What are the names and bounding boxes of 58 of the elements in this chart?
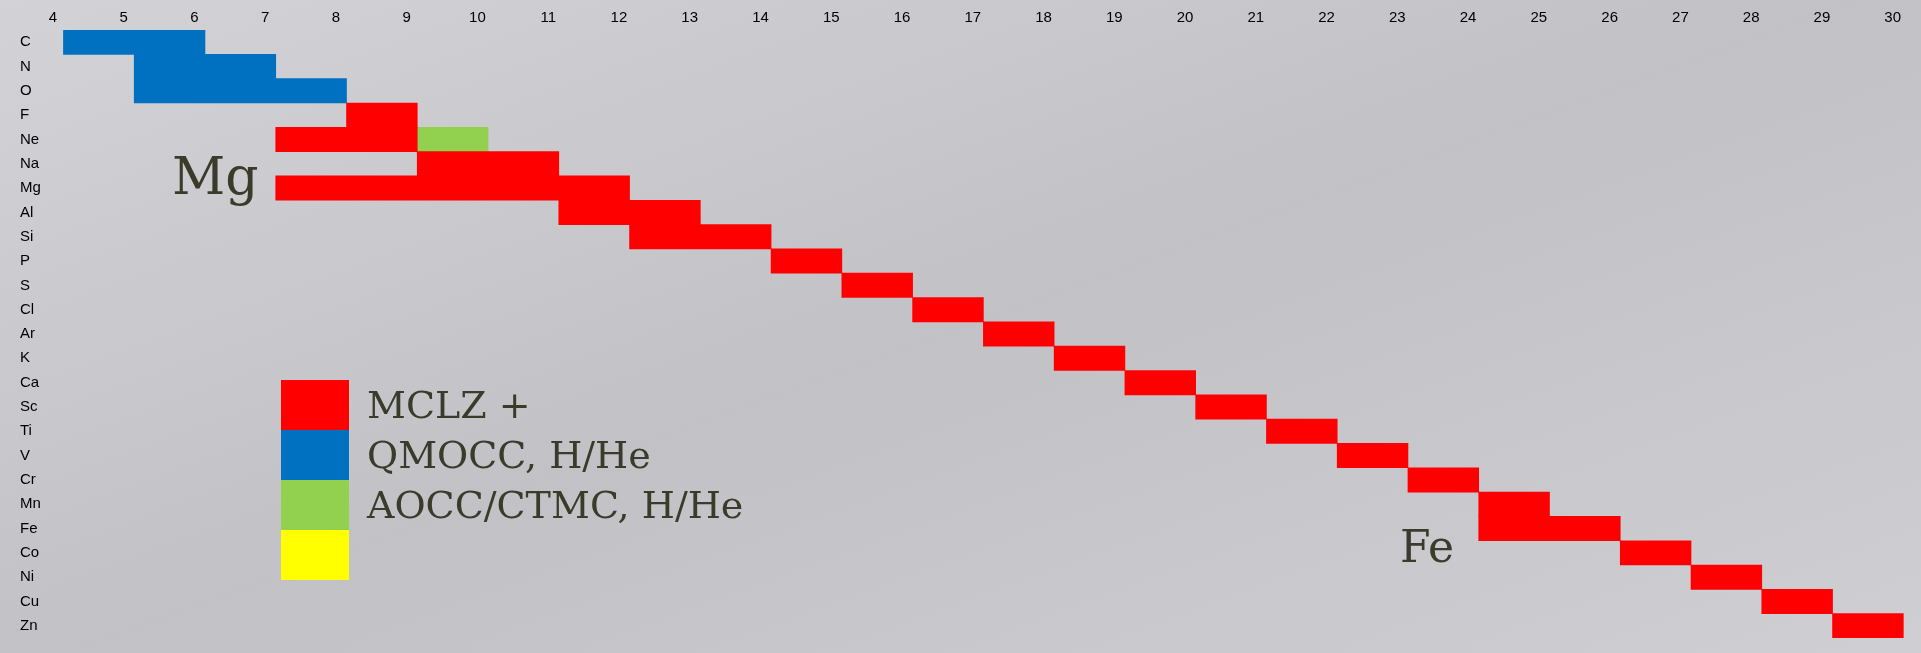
- y-tick-label: Al: [20, 202, 34, 220]
- x-tick-label: 17: [964, 8, 982, 26]
- y-tick-label: Mg: [20, 178, 41, 196]
- x-tick-label: 26: [1601, 8, 1618, 26]
- y-tick-label: Cr: [20, 470, 36, 488]
- x-tick-label: 8: [331, 8, 341, 26]
- y-tick-label: V: [20, 445, 31, 463]
- x-tick-label: 28: [1742, 8, 1760, 26]
- y-tick-label: O: [20, 80, 32, 98]
- y-tick-label: Ar: [20, 324, 35, 342]
- x-tick-label: 16: [893, 8, 911, 26]
- x-tick-label: 9: [402, 8, 411, 26]
- y-tick-label: Ne: [20, 129, 40, 147]
- x-tick-label: 12: [610, 8, 628, 26]
- y-tick-label: Cu: [20, 591, 40, 609]
- legend-label: MCLZ +: [367, 383, 531, 427]
- x-tick-label: 14: [752, 8, 769, 26]
- x-tick-label: 29: [1813, 8, 1831, 26]
- y-tick-label: N: [20, 56, 31, 74]
- bar: [416, 126, 489, 152]
- x-tick-label: 5: [119, 8, 128, 26]
- y-tick-label: P: [20, 251, 31, 269]
- x-tick-label: 4: [48, 8, 58, 26]
- x-tick-label: 6: [190, 8, 199, 26]
- x-tick-label: 15: [822, 8, 840, 26]
- annotation: Fe: [1400, 521, 1455, 572]
- y-tick-label: Cl: [20, 299, 35, 317]
- y-tick-label: C: [20, 32, 31, 50]
- y-tick-label: Ca: [20, 372, 40, 390]
- y-tick-label: Na: [20, 153, 40, 171]
- x-tick-label: 11: [540, 8, 556, 26]
- y-tick-label: F: [20, 105, 30, 123]
- y-tick-label: Fe: [20, 518, 38, 536]
- y-tick-label: K: [20, 348, 31, 366]
- y-tick-label: S: [20, 275, 31, 293]
- y-tick-label: Ti: [20, 421, 32, 439]
- y-tick-label: Sc: [20, 397, 38, 415]
- x-tick-label: 30: [1884, 8, 1902, 26]
- y-tick-label: Co: [20, 543, 40, 561]
- x-tick-label: 25: [1530, 8, 1548, 26]
- x-tick-label: 13: [681, 8, 699, 26]
- y-tick-label: Ni: [20, 567, 35, 585]
- legend-label: QMOCC, H/He: [367, 433, 651, 477]
- x-tick-label: 23: [1389, 8, 1406, 26]
- y-tick-label: Zn: [20, 615, 38, 633]
- annotation: Mg: [172, 146, 259, 206]
- x-tick-label: 7: [260, 8, 270, 26]
- legend-label: AOCC/CTMC, H/He: [367, 483, 744, 527]
- y-tick-label: Si: [20, 226, 34, 244]
- x-tick-label: 27: [1672, 8, 1689, 26]
- x-tick-label: 19: [1105, 8, 1123, 26]
- x-tick-label: 18: [1035, 8, 1052, 26]
- y-tick-label: Mn: [20, 494, 41, 512]
- x-tick-label: 20: [1176, 8, 1194, 26]
- x-tick-label: 21: [1247, 8, 1265, 26]
- x-tick-label: 24: [1459, 8, 1477, 26]
- x-tick-label: 22: [1318, 8, 1335, 26]
- x-tick-label: 10: [469, 8, 486, 26]
